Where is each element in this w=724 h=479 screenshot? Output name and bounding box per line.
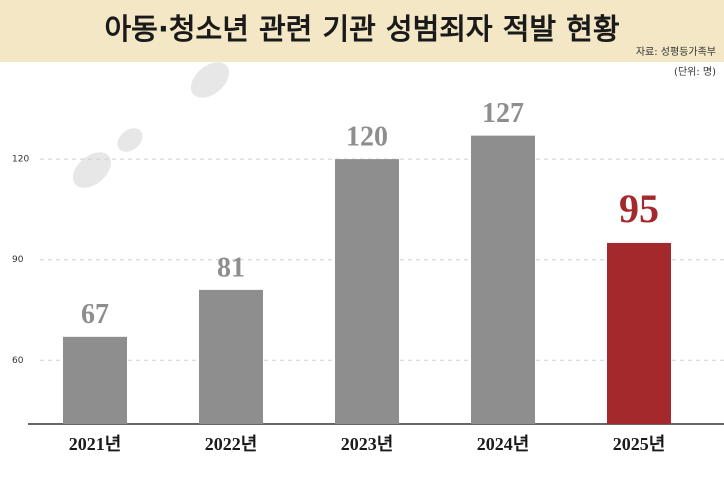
bar <box>63 336 127 424</box>
bar <box>471 135 535 424</box>
x-tick-label: 2021년 <box>69 434 122 454</box>
value-label: 95 <box>619 186 659 231</box>
value-label: 120 <box>346 122 388 153</box>
title-band <box>0 0 724 62</box>
x-tick-label: 2023년 <box>341 434 394 454</box>
y-tick-label: 90 <box>12 255 24 265</box>
x-tick-label: 2024년 <box>477 434 530 454</box>
unit: (단위: 명) <box>674 65 716 78</box>
bar <box>607 242 671 424</box>
x-tick-label: 2025년 <box>613 434 666 454</box>
value-label: 67 <box>81 299 109 330</box>
value-label: 81 <box>217 252 245 283</box>
y-tick-label: 60 <box>12 356 24 366</box>
y-tick-label: 120 <box>12 155 29 165</box>
bar <box>335 159 399 424</box>
chart-title: 아동·청소년 관련 기관 성범죄자 적발 현황 <box>104 12 619 46</box>
value-label: 127 <box>482 98 524 129</box>
x-tick-label: 2022년 <box>205 434 258 454</box>
bar <box>199 289 263 424</box>
footprint-decoration <box>72 62 230 188</box>
source: 자료: 성평등가족부 <box>636 46 716 58</box>
